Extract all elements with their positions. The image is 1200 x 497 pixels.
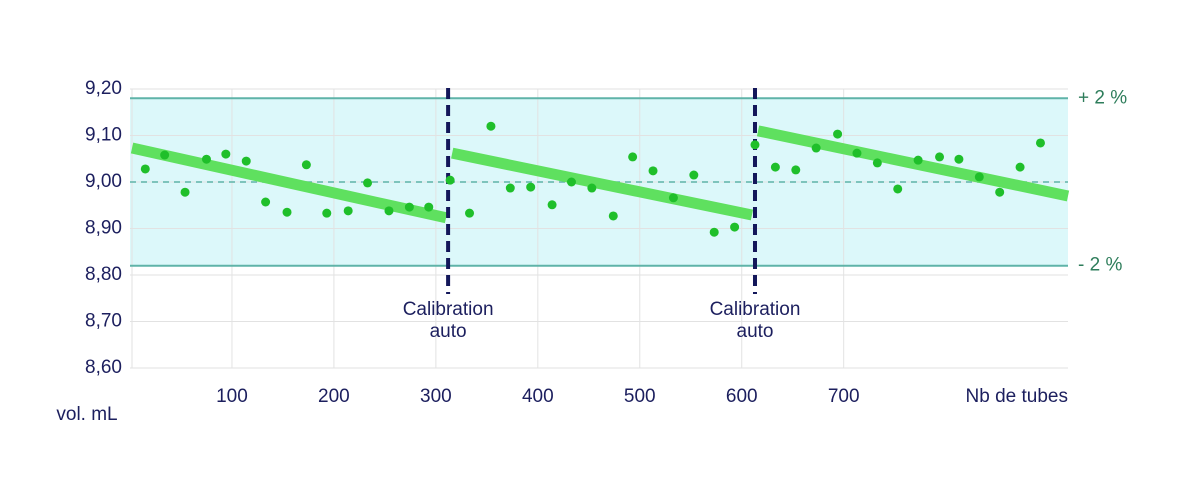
y-tick-label: 8,90 <box>85 218 122 239</box>
calibration-label: auto <box>737 321 774 342</box>
x-axis-label: Nb de tubes <box>966 386 1068 407</box>
y-tick-label: 8,80 <box>85 264 122 285</box>
data-point <box>261 197 271 207</box>
x-tick-label: 600 <box>726 386 758 407</box>
y-tick-label: 9,10 <box>85 125 122 146</box>
data-point <box>566 177 576 187</box>
data-point <box>343 206 353 216</box>
data-point <box>811 143 821 153</box>
y-tick-label: 9,00 <box>85 171 122 192</box>
data-point <box>893 184 903 194</box>
data-point <box>160 150 170 160</box>
x-tick-label: 400 <box>522 386 554 407</box>
data-point <box>954 154 964 164</box>
data-point <box>465 208 475 218</box>
calibration-label: Calibration <box>403 299 494 320</box>
band-label: + 2 % <box>1078 87 1127 108</box>
data-point <box>445 175 455 185</box>
data-point <box>852 148 862 158</box>
data-point <box>974 172 984 182</box>
data-point <box>301 160 311 170</box>
trend-line <box>451 147 754 221</box>
data-point <box>872 158 882 168</box>
data-point <box>322 208 332 218</box>
data-point <box>730 222 740 232</box>
y-tick-label: 9,20 <box>85 78 122 99</box>
data-point <box>935 152 945 162</box>
y-tick-label: 8,70 <box>85 311 122 332</box>
data-point <box>140 164 150 174</box>
data-point <box>628 152 638 162</box>
data-point <box>180 187 190 197</box>
data-point <box>241 156 251 166</box>
calibration-label: Calibration <box>710 299 801 320</box>
data-point <box>201 154 211 164</box>
x-tick-label: 100 <box>216 386 248 407</box>
y-tick-label: 8,60 <box>85 357 122 378</box>
data-point <box>221 149 231 159</box>
data-point <box>424 202 434 212</box>
data-point <box>648 166 658 176</box>
data-point <box>833 129 843 139</box>
data-point <box>547 200 557 210</box>
trend-line <box>130 142 448 224</box>
data-point <box>1015 162 1025 172</box>
data-point <box>505 183 515 193</box>
x-tick-label: 200 <box>318 386 350 407</box>
data-point <box>587 183 597 193</box>
data-point <box>995 187 1005 197</box>
trend-line <box>756 125 1070 202</box>
x-tick-label: 500 <box>624 386 656 407</box>
y-axis-label: vol. mL <box>56 404 117 425</box>
x-tick-label: 300 <box>420 386 452 407</box>
data-point <box>404 202 414 212</box>
band-label: - 2 % <box>1078 255 1122 276</box>
data-point <box>668 193 678 203</box>
data-point <box>384 206 394 216</box>
data-point <box>608 211 618 221</box>
data-point <box>363 178 373 188</box>
data-point <box>486 121 496 131</box>
data-point <box>709 227 719 237</box>
data-point <box>526 182 536 192</box>
data-point <box>1035 138 1045 148</box>
data-point <box>750 140 760 150</box>
x-tick-label: 700 <box>828 386 860 407</box>
data-point <box>282 207 292 217</box>
calibration-label: auto <box>430 321 467 342</box>
data-point <box>913 155 923 165</box>
data-point <box>770 162 780 172</box>
data-point <box>791 165 801 175</box>
data-point <box>689 170 699 180</box>
